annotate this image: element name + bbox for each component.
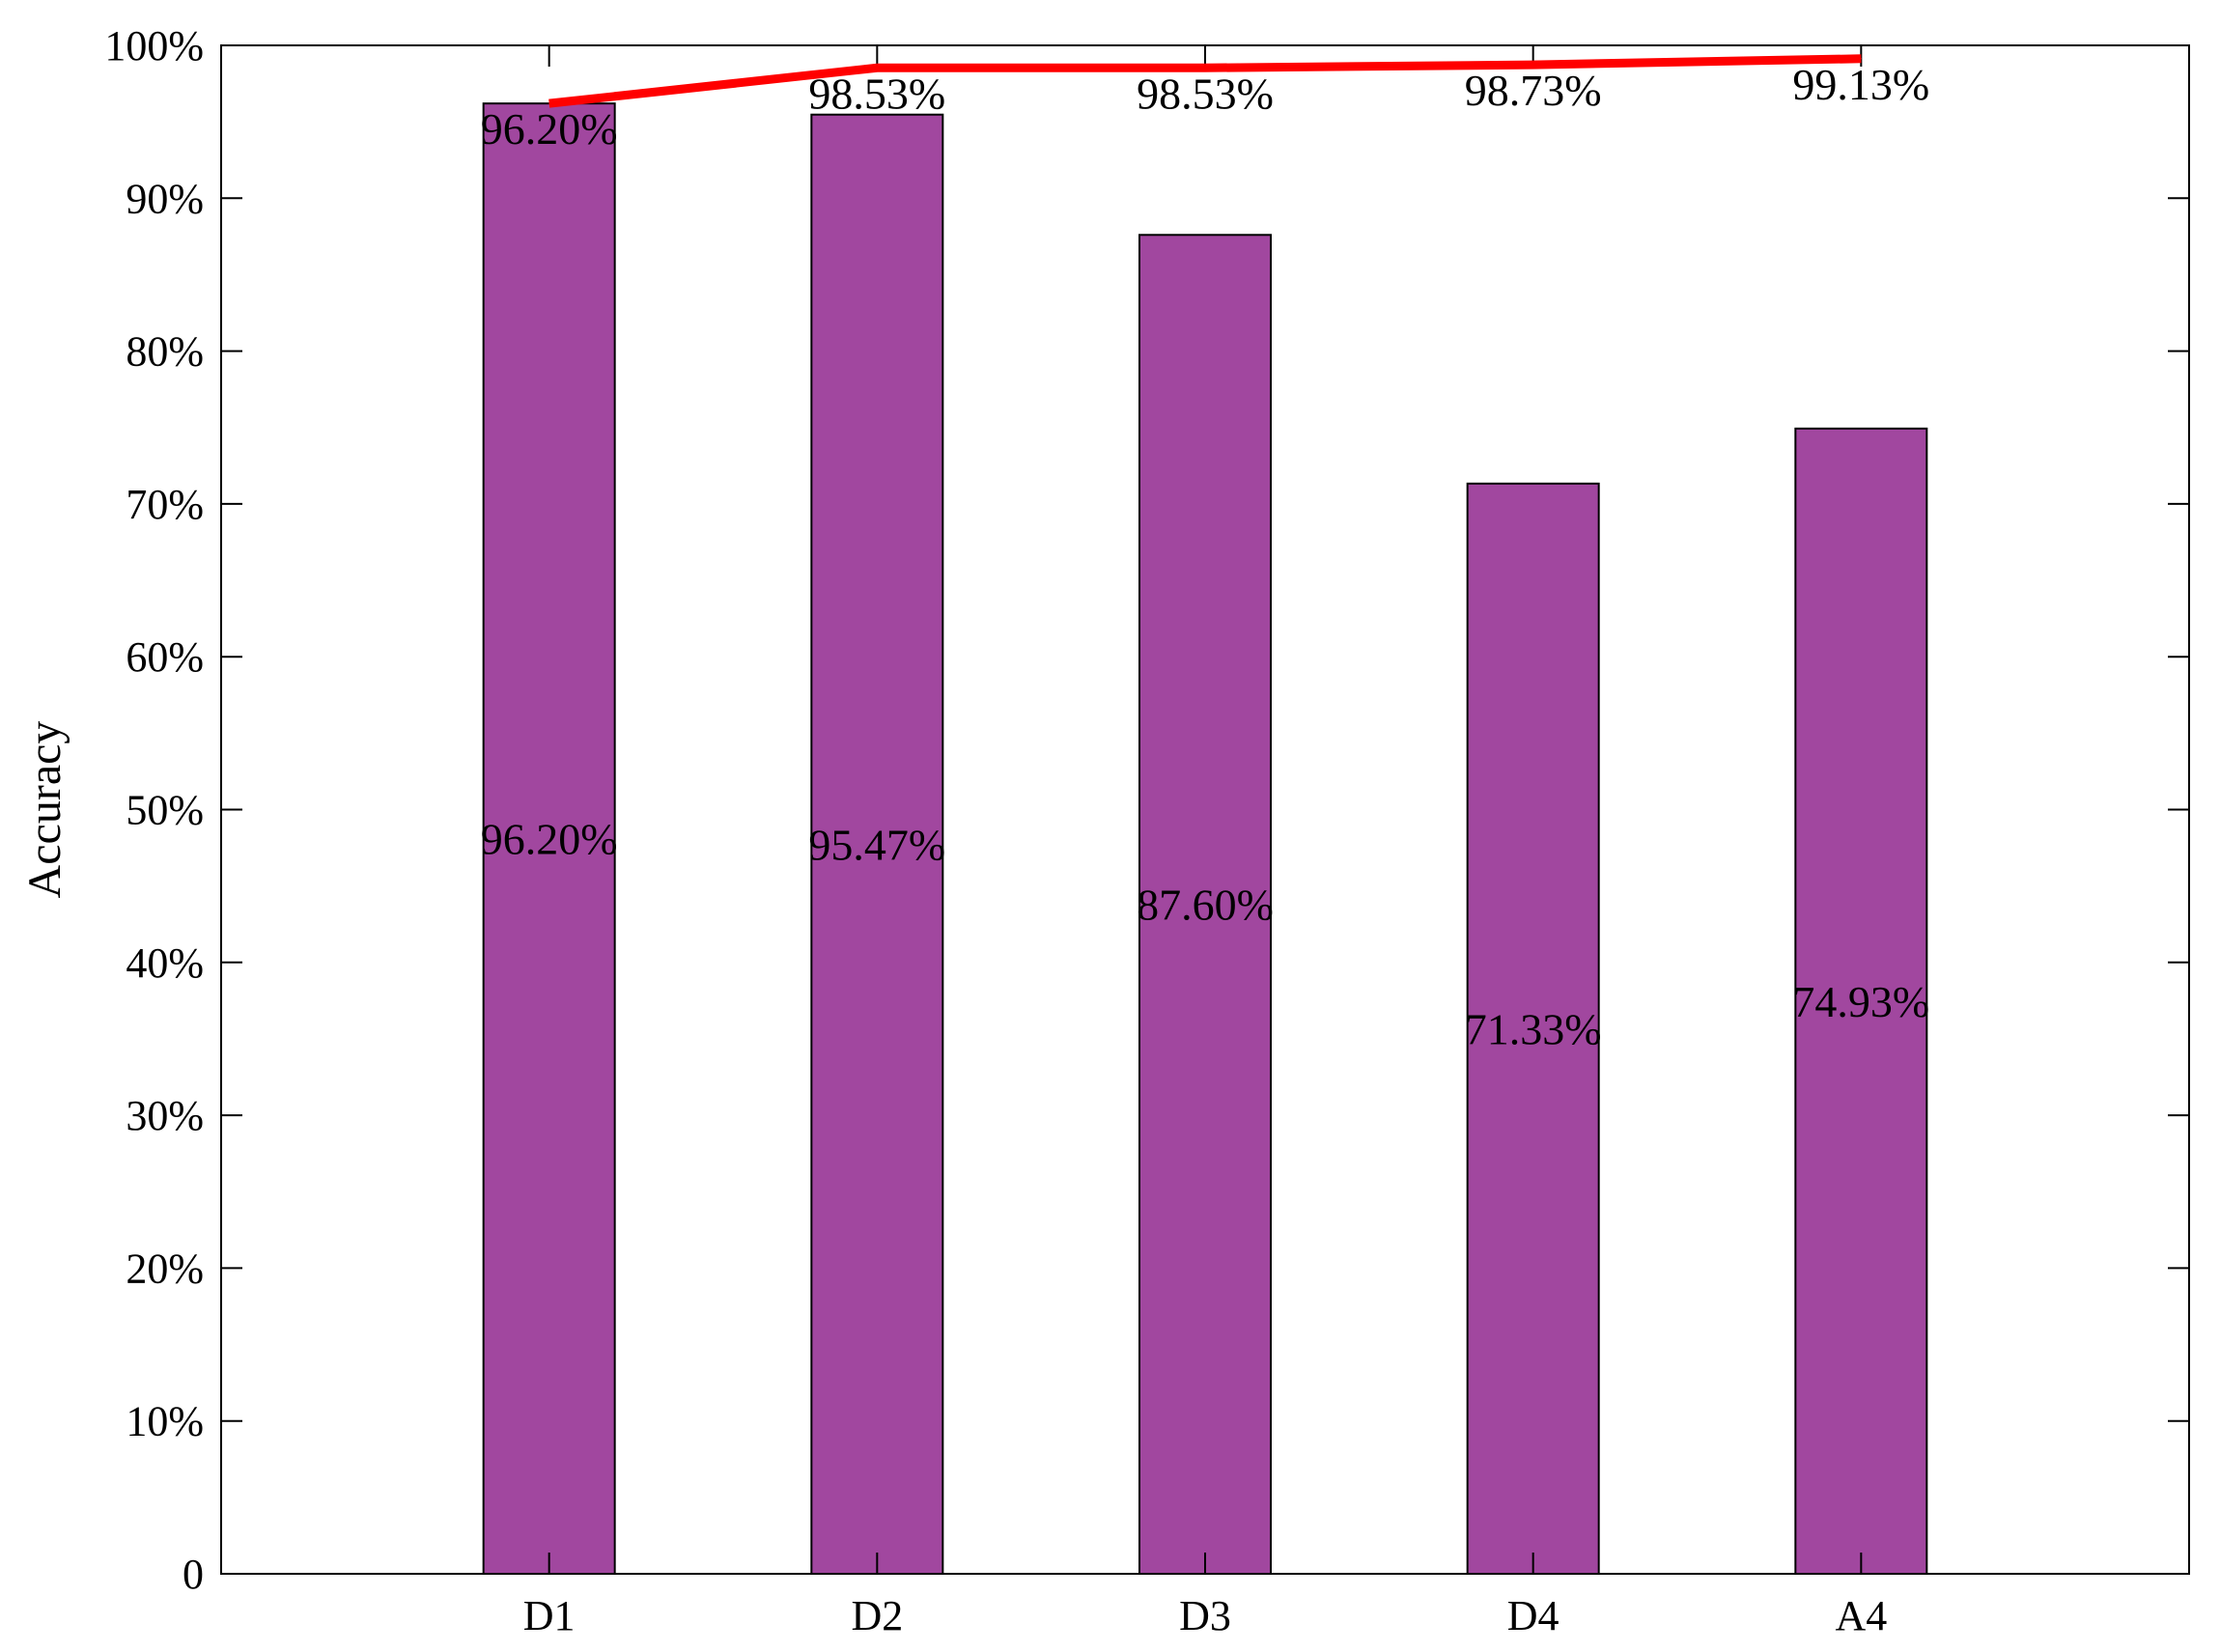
line-layer [548, 54, 1862, 108]
bar-value-label-a4: 74.93% [1792, 977, 1929, 1026]
bar-value-label-d4: 71.33% [1465, 1004, 1602, 1053]
y-tick-label-80: 80% [126, 328, 204, 376]
y-tick-label-70: 70% [126, 481, 204, 528]
y-tick-label-50: 50% [126, 787, 204, 834]
line-point-d1 [548, 102, 550, 104]
line-point-d4 [1532, 64, 1534, 66]
x-tick-label-d1: D1 [523, 1592, 576, 1639]
bar-d3 [1138, 234, 1272, 1576]
line-point-d2 [876, 67, 878, 69]
y-tick-label-20: 20% [126, 1245, 204, 1292]
y-tick-label-40: 40% [126, 939, 204, 987]
bar-value-label-d1: 96.20% [481, 815, 618, 864]
x-tick-label-d3: D3 [1179, 1592, 1231, 1639]
line-value-label-d4: 98.73% [1465, 66, 1602, 115]
bars-layer [482, 102, 1928, 1576]
y-axis-label: Accuracy [19, 721, 70, 899]
line-point-a4 [1860, 58, 1862, 60]
bar-d4 [1466, 482, 1600, 1576]
x-tick-label-a4: A4 [1835, 1592, 1887, 1639]
bar-value-label-d2: 95.47% [808, 820, 945, 869]
line-point-d3 [1204, 67, 1206, 69]
y-tick-label-90: 90% [126, 175, 204, 222]
y-tick-label-30: 30% [126, 1092, 204, 1139]
line-value-label-d2: 98.53% [808, 69, 945, 118]
x-tick-label-d2: D2 [851, 1592, 903, 1639]
line-value-label-a4: 99.13% [1792, 60, 1929, 109]
y-tick-label-60: 60% [126, 633, 204, 681]
labels-layer: 96.20% 95.47% 87.60% 71.33% 74.93% 96.20% 98.5… [481, 60, 1929, 1054]
line-value-label-d3: 98.53% [1137, 69, 1274, 118]
y-tick-label-0: 0 [183, 1551, 204, 1598]
line-value-label-d1: 96.20% [481, 104, 618, 154]
bar-d1 [482, 102, 616, 1575]
bar-d2 [810, 113, 944, 1575]
y-tick-label-10: 10% [126, 1398, 204, 1445]
y-tick-label-100: 100% [104, 22, 204, 70]
x-tick-label-d4: D4 [1507, 1592, 1560, 1639]
bar-value-label-d3: 87.60% [1137, 881, 1274, 930]
axes-layer: 0 10% 20% 30% 40% 50% 60% 70% 80% 90% 100% D1 D2 D3 D4… [19, 22, 2190, 1639]
